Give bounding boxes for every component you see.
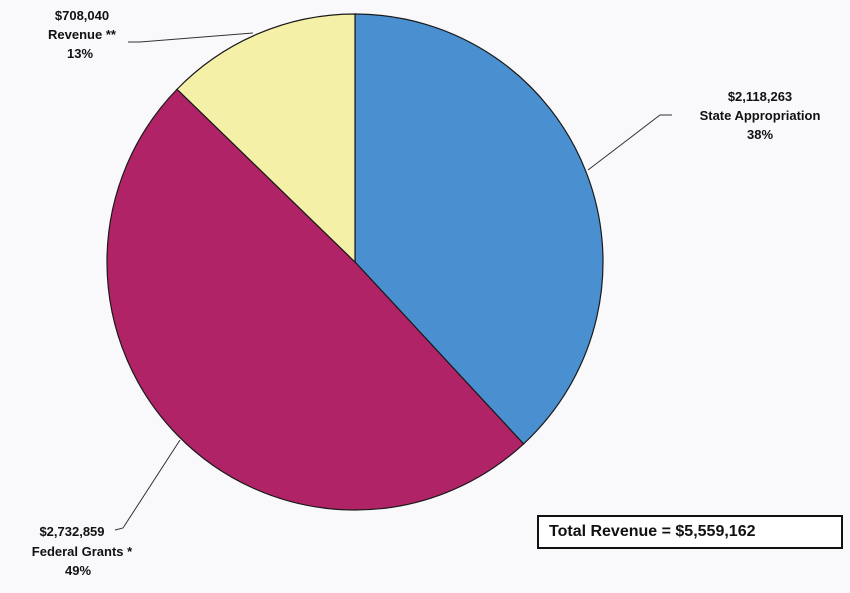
slice-percent-label: 38%	[747, 127, 773, 142]
total-revenue-box: Total Revenue = $5,559,162	[537, 515, 843, 549]
slice-name-label: Revenue **	[48, 27, 117, 42]
leader-line-revenue	[128, 32, 254, 43]
pie-slice-state-appropriation	[354, 13, 604, 445]
slice-percent-label: 13%	[67, 46, 93, 61]
slice-label-revenue: $708,040 Revenue ** 13%	[48, 8, 117, 61]
pie-slices	[106, 13, 604, 511]
slice-label-federal: $2,732,859 Federal Grants * 49%	[32, 524, 133, 578]
leader-line-state	[587, 114, 672, 171]
slice-percent-label: 49%	[65, 563, 91, 578]
pie-slice-federal-grants	[106, 88, 525, 511]
slice-name-label: State Appropriation	[700, 108, 821, 123]
total-revenue-label: Total Revenue = $5,559,162	[549, 523, 756, 540]
slice-value-label: $2,732,859	[39, 524, 104, 539]
pie-slice-revenue	[176, 13, 356, 264]
slice-value-label: $2,118,263	[728, 89, 792, 104]
slice-name-label: Federal Grants *	[32, 544, 133, 559]
slice-value-label: $708,040	[55, 8, 109, 23]
slice-label-state: $2,118,263 State Appropriation 38%	[700, 89, 821, 142]
leader-lines	[114, 32, 672, 531]
leader-line-federal	[114, 439, 181, 531]
